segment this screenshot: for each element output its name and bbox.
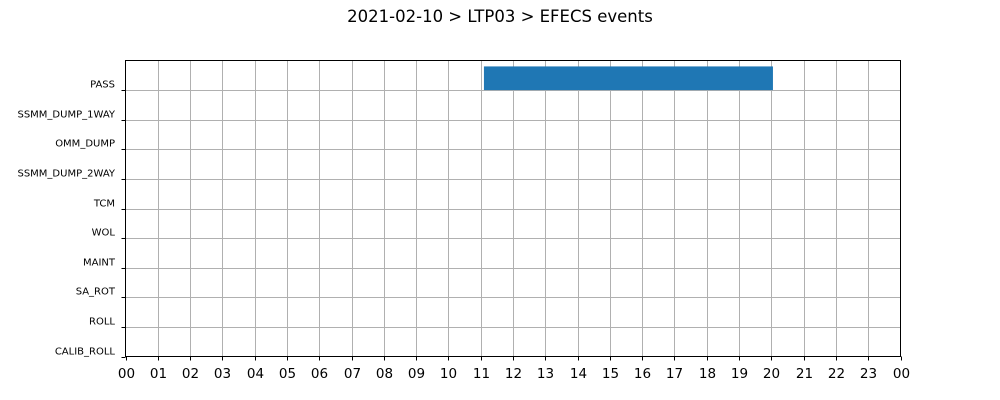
x-tick-label: 00 — [118, 366, 135, 382]
event-bar — [483, 66, 773, 91]
x-tick-label: 20 — [763, 366, 780, 382]
x-tick-label: 09 — [408, 366, 425, 382]
x-tick-label: 08 — [376, 366, 393, 382]
x-tick-label: 12 — [505, 366, 522, 382]
y-tick-label: SA_ROT — [76, 287, 116, 298]
x-tick-label: 14 — [570, 366, 587, 382]
y-tick-label: TCM — [93, 199, 115, 210]
x-tick-label: 16 — [634, 366, 651, 382]
y-tick-label: OMM_DUMP — [55, 139, 115, 150]
chart-title: 2021-02-10 > LTP03 > EFECS events — [347, 7, 653, 26]
y-tick-label: SSMM_DUMP_2WAY — [17, 169, 115, 180]
y-tick-label: WOL — [92, 228, 116, 239]
y-tick-label: MAINT — [83, 258, 116, 269]
x-tick-label: 18 — [699, 366, 716, 382]
y-tick-label: PASS — [90, 80, 115, 91]
x-tick-label: 15 — [602, 366, 619, 382]
y-tick-label: CALIB_ROLL — [55, 347, 116, 358]
x-tick-label: 02 — [182, 366, 199, 382]
x-tick-label: 03 — [214, 366, 231, 382]
x-tick-label: 21 — [796, 366, 813, 382]
x-tick-label: 19 — [731, 366, 748, 382]
x-tick-label: 06 — [311, 366, 328, 382]
x-tick-label: 00 — [893, 366, 910, 382]
x-axis: 00 01 02 03 04 05 06 07 08 09 10 11 12 13 14 15 16 17 18 19… — [118, 356, 910, 382]
x-tick-label: 22 — [828, 366, 845, 382]
y-tick-label: ROLL — [89, 317, 115, 328]
x-tick-label: 23 — [860, 366, 877, 382]
y-axis: PASS SSMM_DUMP_1WAY OMM_DUMP SSMM_DUMP_2WAY… — [17, 80, 126, 358]
grid-lines — [125, 60, 901, 357]
x-tick-label: 05 — [279, 366, 296, 382]
x-tick-label: 17 — [666, 366, 683, 382]
x-tick-label: 13 — [537, 366, 554, 382]
y-tick-label: SSMM_DUMP_1WAY — [17, 110, 115, 121]
x-tick-label: 04 — [247, 366, 264, 382]
x-tick-label: 07 — [344, 366, 361, 382]
event-bars — [483, 66, 773, 91]
x-tick-label: 10 — [440, 366, 457, 382]
x-tick-label: 11 — [473, 366, 490, 382]
x-tick-label: 01 — [150, 366, 167, 382]
